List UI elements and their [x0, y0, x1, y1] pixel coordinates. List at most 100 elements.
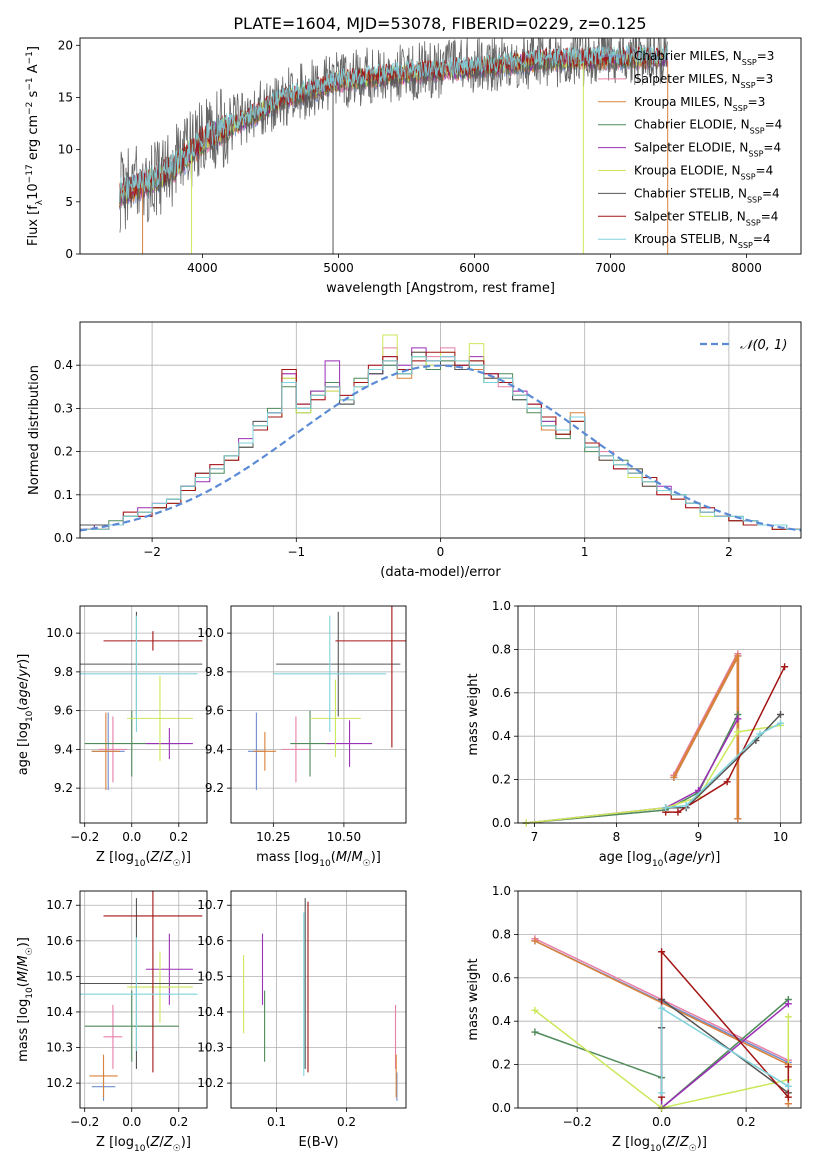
label-part: Z [log [96, 1135, 134, 1150]
residuals-chart: −2 −1 0 1 2 0.0 0.1 0.2 0.3 0.4 𝒩(0, 1) (data-model… [27, 321, 802, 580]
x-tick-label: −0.2 [70, 830, 99, 844]
label-part: E(B-V) [298, 1135, 338, 1150]
y-tick-label: 0.8 [492, 642, 511, 656]
label-part: mass [log [16, 999, 31, 1062]
legend-sub: SSP [741, 172, 756, 181]
y-tick-label: 10.6 [46, 934, 73, 948]
x-tick-label: 10 [773, 830, 788, 844]
legend-text: =4 [761, 209, 779, 223]
weight-series-line [665, 713, 782, 809]
weight-marker [658, 1004, 666, 1012]
weight-marker [756, 730, 764, 738]
weight-marker [658, 948, 666, 956]
legend-sub: SSP [747, 195, 762, 204]
label-part: yr [16, 662, 31, 678]
legend-text: Salpeter MILES, N [634, 72, 741, 86]
legend-entry: Kroupa STELIB, NSSP=4 [634, 232, 771, 250]
x-tick-label: 0.0 [652, 1115, 671, 1129]
x-tick-label: 0.2 [169, 1115, 188, 1129]
y-tick-label: 0.0 [54, 531, 73, 545]
weight-marker [784, 1100, 792, 1108]
y-tick-label: 10.5 [197, 969, 224, 983]
legend-entry: Salpeter ELODIE, NSSP=4 [634, 141, 781, 159]
y-tick-label: 10.4 [46, 1005, 73, 1019]
spectrum-series-line [119, 38, 668, 233]
y-tick-label: 0.1 [54, 488, 73, 502]
x-tick-label: 0 [437, 545, 445, 559]
label-part: M [16, 955, 31, 966]
weight-marker [784, 1063, 792, 1071]
y-tick-label: 9.4 [205, 742, 224, 756]
y-tick-label: 10.3 [197, 1041, 224, 1055]
y-tick-label: 0.6 [492, 971, 511, 985]
label-part: 10 [26, 183, 41, 200]
legend-text: Chabrier MILES, N [634, 49, 742, 63]
label-part: )] [16, 937, 31, 947]
axes-frame [230, 605, 407, 824]
x-tick-label: −0.2 [563, 1115, 592, 1129]
label-part: / [693, 850, 698, 865]
label-part: age [log [599, 850, 652, 865]
x-axis-label: E(B-V) [298, 1135, 338, 1150]
label-part: 10 [652, 859, 664, 869]
weight-series-line [534, 1009, 790, 1109]
label-part: / [159, 850, 164, 865]
weight-marker [734, 652, 742, 660]
y-tick-label: 0.8 [492, 927, 511, 941]
label-part: λ [35, 199, 45, 205]
legend-text: =4 [765, 118, 783, 132]
weight-marker [531, 1006, 539, 1014]
axes-frame [517, 605, 802, 824]
x-axis-label: (data-model)/error [380, 565, 501, 580]
legend-sub: SSP [742, 58, 757, 67]
x-tick-label: 7 [531, 830, 539, 844]
label-part: −1 [25, 77, 35, 90]
weight-marker [776, 719, 784, 727]
label-part: )] [371, 850, 381, 865]
weight-series-line [660, 998, 789, 1094]
weight-marker [734, 715, 742, 723]
spectrum-lines [119, 38, 669, 254]
x-axis-label: wavelength [Angstrom, rest frame] [326, 281, 555, 296]
weight-series-line [526, 724, 781, 824]
error-bars [243, 898, 398, 1101]
mass-vs-Z-chart: −0.2 0.0 0.2 10.2 10.3 10.4 10.5 10.6 10.7 Z [log… [16, 890, 208, 1154]
label-part: M [336, 850, 347, 865]
label-part: ( [16, 706, 31, 711]
label-part: )] [181, 1135, 191, 1150]
x-tick-label: 0.0 [122, 830, 141, 844]
x-tick-label: 0.1 [267, 1115, 286, 1129]
legend-text: Kroupa ELODIE, N [634, 164, 741, 178]
error-bars [80, 891, 203, 1101]
y-tick-label: 20 [58, 38, 73, 52]
weight-marker [658, 1089, 666, 1097]
legend-sub: SSP [738, 241, 753, 250]
x-axis-label: age [log10(age/yr)] [599, 850, 721, 869]
x-tick-label: 0.0 [122, 1115, 141, 1129]
label-part: yr [696, 850, 712, 865]
legend-sub: SSP [733, 103, 748, 112]
spectrum-chart: 4000 5000 6000 7000 8000 0 5 10 15 20 Chabrier MIL… [25, 37, 802, 296]
label-part: 10 [650, 1144, 662, 1154]
y-tick-label: 10.0 [197, 626, 224, 640]
y-tick-label: 9.6 [205, 704, 224, 718]
weight-marker [531, 937, 539, 945]
legend-text: =4 [753, 232, 771, 246]
y-axis-label: Normed distribution [27, 365, 42, 495]
y-tick-label: 0.2 [492, 1058, 511, 1072]
label-part: ( [661, 1135, 666, 1150]
label-part: age [16, 681, 31, 705]
x-axis-label: Z [log10(Z/Z☉)] [96, 850, 191, 869]
label-part: ☉ [173, 859, 181, 869]
x-tick-label: −2 [143, 545, 161, 559]
y-tick-label: 10.2 [197, 1076, 224, 1090]
y-axis-label: mass weight [466, 673, 481, 755]
label-part: Normed distribution [27, 365, 42, 495]
y-axis-label: mass [log10(M/M☉)] [16, 937, 35, 1062]
weight-marker [674, 808, 682, 816]
y-tick-label: 9.8 [205, 665, 224, 679]
normal-curve [80, 364, 801, 532]
y-tick-label: 0.0 [492, 816, 511, 830]
